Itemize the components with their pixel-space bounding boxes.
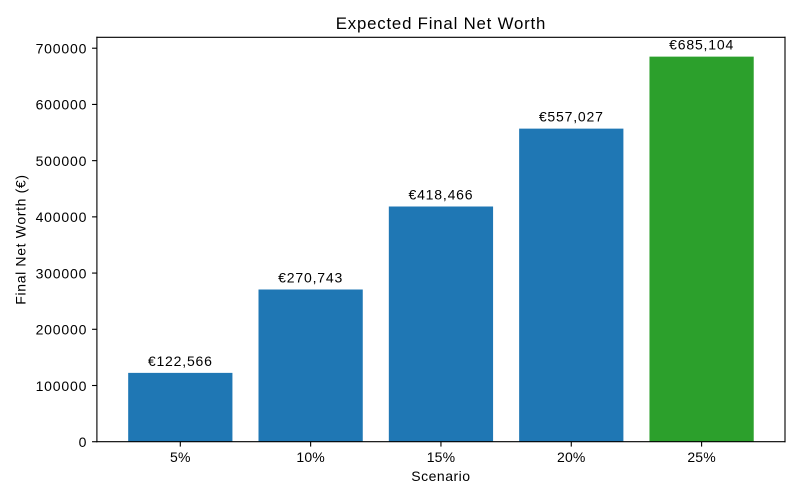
- svg-text:Final Net Worth (€): Final Net Worth (€): [13, 174, 29, 304]
- svg-text:700000: 700000: [36, 40, 88, 56]
- svg-text:400000: 400000: [36, 209, 88, 225]
- svg-text:300000: 300000: [36, 265, 88, 281]
- svg-text:5%: 5%: [170, 449, 191, 465]
- svg-text:25%: 25%: [687, 449, 715, 465]
- svg-text:500000: 500000: [36, 153, 88, 169]
- svg-text:100000: 100000: [36, 378, 88, 394]
- svg-text:200000: 200000: [36, 322, 88, 338]
- svg-text:€122,566: €122,566: [148, 353, 213, 369]
- svg-text:20%: 20%: [557, 449, 585, 465]
- svg-text:€685,104: €685,104: [669, 37, 734, 53]
- svg-text:0: 0: [79, 434, 88, 450]
- svg-text:€418,466: €418,466: [408, 186, 473, 202]
- svg-text:€270,743: €270,743: [278, 269, 343, 285]
- svg-text:€557,027: €557,027: [539, 109, 604, 125]
- svg-text:15%: 15%: [427, 449, 455, 465]
- svg-text:600000: 600000: [36, 97, 88, 113]
- svg-text:10%: 10%: [296, 449, 324, 465]
- svg-text:Scenario: Scenario: [411, 468, 470, 484]
- svg-text:Expected Final Net Worth: Expected Final Net Worth: [336, 14, 546, 33]
